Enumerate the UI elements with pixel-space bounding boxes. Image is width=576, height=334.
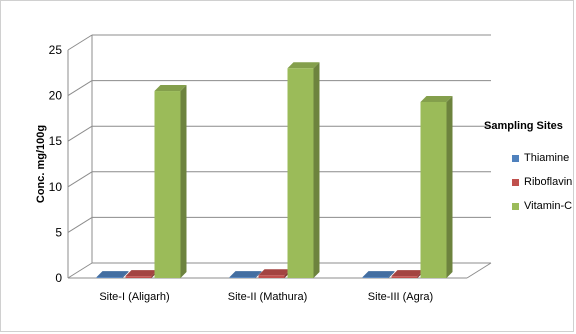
legend-item-thiamine: Thiamine	[484, 146, 576, 170]
floor-edge	[466, 262, 492, 279]
bar-side-thiamine	[255, 271, 262, 278]
bar-top-thiamine	[96, 271, 129, 278]
y-tick-label: 15	[49, 134, 63, 148]
side-gridline	[67, 216, 93, 233]
bar-top-riboflavin	[258, 269, 291, 276]
y-tick-label: 10	[49, 180, 63, 194]
y-tick-label: 20	[49, 89, 63, 103]
legend-label-vitamin-c: Vitamin-C	[524, 200, 573, 212]
bar-top-thiamine	[229, 271, 262, 278]
legend-item-vitamin-c: Vitamin-C	[484, 194, 576, 218]
bar-top-vitamin-c	[287, 62, 320, 69]
side-gridline	[67, 34, 93, 51]
bar-side-vitamin-c	[446, 95, 453, 278]
bar-riboflavin	[258, 275, 285, 278]
bar-side-thiamine	[122, 271, 129, 278]
side-gridline	[67, 125, 93, 142]
y-tick-label: 5	[55, 225, 62, 239]
legend-label-riboflavin: Riboflavin	[524, 176, 573, 188]
legend-swatch-thiamine	[512, 154, 519, 162]
y-tick-label: 0	[55, 271, 62, 285]
bar-riboflavin	[391, 276, 418, 278]
bar-side-vitamin-c	[313, 62, 320, 278]
bar-top-vitamin-c	[420, 95, 453, 102]
legend: Sampling Sites Thiamine Riboflavin Vitam…	[484, 120, 576, 218]
bar-top-thiamine	[362, 271, 395, 278]
bar-thiamine	[96, 277, 123, 278]
legend-swatch-riboflavin	[512, 178, 519, 186]
legend-item-riboflavin: Riboflavin	[484, 170, 576, 194]
bar-thiamine	[229, 277, 256, 278]
x-category-label: Site-III (Agra)	[368, 291, 433, 303]
bar-vitamin-c	[420, 101, 447, 278]
bar-side-thiamine	[388, 271, 395, 278]
side-gridline	[67, 80, 93, 97]
bar-riboflavin	[125, 276, 152, 278]
y-tick-label: 25	[49, 43, 63, 57]
bar-vitamin-c	[287, 68, 314, 279]
legend-swatch-vitamin-c	[512, 202, 519, 210]
side-gridline	[67, 171, 93, 188]
bar-thiamine	[362, 277, 389, 278]
side-gridline	[67, 262, 93, 279]
x-category-label: Site-II (Mathura)	[228, 291, 307, 303]
bar-side-vitamin-c	[180, 85, 187, 278]
bar-top-riboflavin	[391, 270, 424, 277]
legend-title: Sampling Sites	[484, 120, 563, 132]
bar-top-vitamin-c	[154, 85, 187, 92]
legend-label-thiamine: Thiamine	[524, 152, 570, 164]
x-category-label: Site-I (Aligarh)	[99, 291, 169, 303]
bar-vitamin-c	[154, 91, 181, 278]
y-axis-title: Conc. mg/100g	[35, 125, 47, 203]
bar-top-riboflavin	[125, 270, 158, 277]
